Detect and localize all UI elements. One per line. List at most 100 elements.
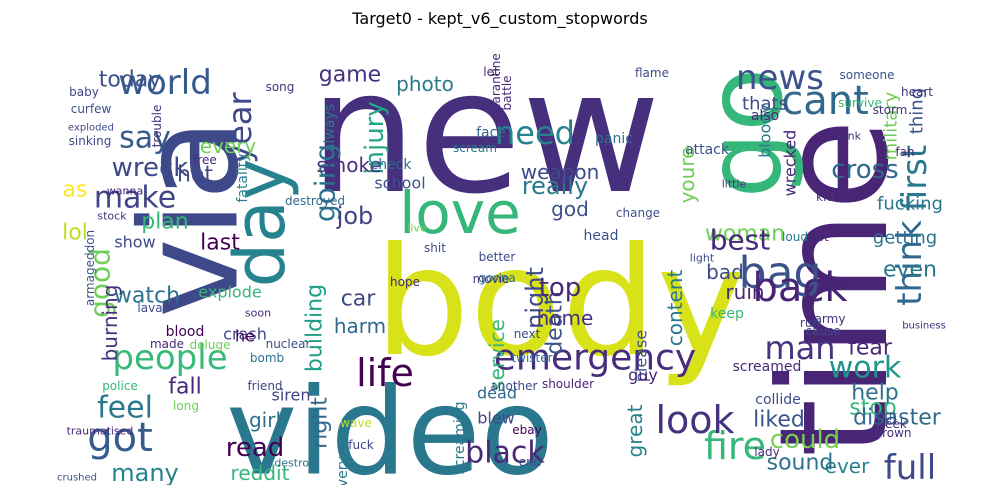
word-screamed: screamed [733, 359, 802, 375]
word-wanna: wanna [107, 185, 143, 198]
word-every: every [200, 134, 257, 158]
word-light: light [690, 252, 715, 265]
word-soon: soon [245, 307, 271, 320]
word-feel: feel [97, 391, 153, 426]
word-good: good [84, 248, 117, 318]
word-fuck: fuck [348, 438, 373, 452]
word-liked: liked [753, 408, 805, 433]
word-need: need [495, 114, 575, 152]
word-first: first [895, 145, 935, 211]
word-many: many [111, 459, 179, 485]
word-ebay: ebay [512, 423, 541, 437]
word-say: say [119, 121, 171, 156]
word-year: year [221, 91, 259, 163]
word-drown: drown [874, 426, 911, 440]
word-attack: attack [685, 142, 730, 158]
word-bomb: bomb [250, 351, 284, 365]
word-death: death [543, 291, 568, 355]
word-disaster: disaster [853, 406, 942, 431]
word-panic: panic [595, 131, 633, 147]
word-movie: movie [473, 272, 510, 286]
word-even: even [883, 258, 937, 283]
word-please: please [632, 330, 651, 382]
word-life: life [356, 351, 414, 395]
word-battle: battle [500, 75, 514, 110]
word-back: back [752, 265, 848, 311]
word-new: new [309, 38, 660, 232]
word-best: best [710, 224, 771, 257]
word-game: game [319, 63, 381, 88]
word-news: news [736, 58, 824, 98]
word-ever: ever [825, 454, 870, 478]
word-woman: woman [705, 222, 785, 247]
word-via: via [112, 118, 269, 318]
word-lava: lava [137, 301, 162, 315]
word-fall: fall [168, 375, 201, 400]
word-think: think [890, 220, 930, 306]
word-stock: stock [97, 210, 127, 223]
word-better: better [479, 250, 516, 264]
word-service: service [485, 319, 509, 391]
word-siren: siren [272, 386, 311, 405]
word-little: little [722, 178, 747, 191]
word-guy: guy [628, 366, 658, 385]
word-lol: lol [62, 221, 88, 246]
word-traumatised: traumatised [67, 425, 134, 438]
word-police: police [102, 379, 138, 393]
word-got: got [87, 415, 153, 461]
word-building: building [303, 284, 328, 372]
word-loud: loud [782, 230, 808, 244]
word-hot: hot [177, 163, 213, 188]
word-always: always [322, 104, 338, 152]
word-as: as [63, 178, 88, 203]
word-military: military [881, 91, 902, 160]
word-fucking: fucking [877, 194, 943, 215]
word-world: world [118, 63, 212, 103]
word-put: put [877, 409, 897, 423]
word-home: home [537, 306, 594, 330]
word-destroyed: destroyed [285, 194, 345, 208]
word-watch: watch [114, 284, 180, 309]
word-army: army [815, 312, 846, 326]
word-sunk: sunk [835, 130, 862, 143]
word-harm: harm [334, 314, 386, 338]
word-today: today [99, 68, 162, 93]
word-crushed: crushed [57, 473, 97, 484]
word-shoulder: shoulder [542, 377, 594, 391]
word-fatality: fatality [235, 153, 251, 202]
word-heart: heart [901, 85, 933, 99]
word-destroy: destroy [274, 457, 316, 470]
word-wrecked: wrecked [781, 130, 800, 197]
word-thats: thats [742, 94, 788, 115]
word-weapon: weapon [521, 160, 600, 184]
word-sound: sound [767, 451, 834, 476]
word-god: god [551, 197, 589, 221]
word-cloud-frame: new body video time via go day love emergency peo… [55, 38, 947, 485]
word-another: another [491, 379, 538, 393]
word-also: also [751, 108, 779, 124]
word-quarantine: quarantine [489, 53, 503, 119]
word-love: love [399, 179, 521, 247]
word-collide: collide [755, 392, 800, 408]
word-body: body [375, 216, 746, 390]
word-people: people [112, 338, 227, 378]
word-week: week [875, 417, 907, 431]
word-scream: scream [453, 141, 497, 155]
word-wave: wave [340, 416, 372, 430]
word-cause: cause [805, 324, 840, 338]
word-live: live [407, 222, 427, 235]
word-let: let [483, 65, 499, 79]
word-last: last [200, 231, 240, 256]
word-stop: stop [849, 396, 897, 421]
word-really: really [522, 172, 588, 200]
word-night: night [521, 267, 549, 329]
word-girl: girl [249, 408, 281, 432]
word-storm: storm [873, 103, 908, 117]
word-day: day [219, 159, 301, 288]
word-bloody: bloody [756, 104, 775, 158]
word-twister: twister [511, 351, 552, 365]
word-school: school [374, 174, 425, 193]
word-man: man [764, 329, 835, 367]
word-thing: thing [907, 88, 928, 134]
